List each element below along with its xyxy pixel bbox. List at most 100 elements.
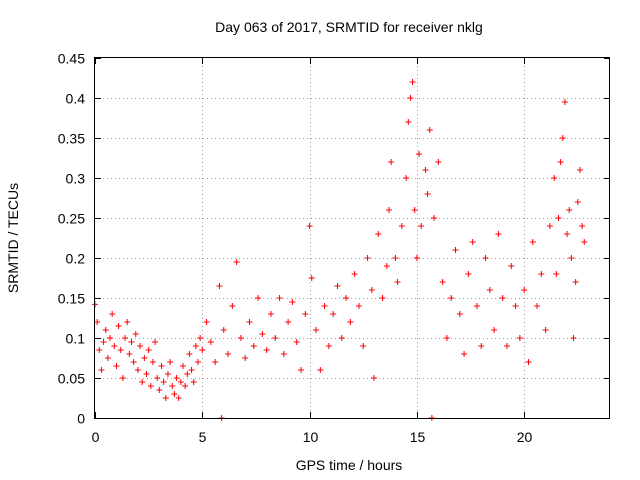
data-point: [119, 375, 126, 381]
data-point: [413, 255, 420, 261]
data-point: [225, 351, 232, 357]
y-tick-label: 0.2: [66, 251, 86, 267]
data-point: [385, 207, 392, 213]
y-tick-label: 0.05: [58, 371, 85, 387]
data-point: [272, 335, 279, 341]
data-point: [233, 259, 240, 265]
data-point: [559, 135, 566, 141]
data-point: [452, 247, 459, 253]
data-point: [188, 367, 195, 373]
x-tick-label: 10: [303, 429, 319, 445]
y-tick-label: 0.1: [66, 331, 86, 347]
data-point: [422, 167, 429, 173]
data-point: [255, 295, 262, 301]
data-point: [96, 347, 103, 353]
data-point: [156, 387, 163, 393]
data-point: [145, 347, 152, 353]
data-point: [469, 239, 476, 245]
x-axis-label: GPS time / hours: [296, 457, 403, 473]
data-point: [229, 303, 236, 309]
data-point: [392, 255, 399, 261]
data-point: [343, 295, 350, 301]
data-point: [516, 335, 523, 341]
data-point: [338, 335, 345, 341]
data-point: [184, 371, 191, 377]
data-point: [407, 95, 414, 101]
data-point: [124, 319, 131, 325]
data-point: [113, 363, 120, 369]
grid-layer: [95, 58, 610, 418]
data-point: [246, 319, 253, 325]
data-point: [154, 375, 161, 381]
data-point: [461, 351, 468, 357]
data-point: [100, 339, 107, 345]
data-point: [572, 279, 579, 285]
data-point: [149, 359, 156, 365]
data-point: [570, 335, 577, 341]
data-point: [117, 347, 124, 353]
x-tick-label: 20: [517, 429, 533, 445]
data-point: [237, 335, 244, 341]
data-point: [167, 359, 174, 365]
data-point: [104, 355, 111, 361]
data-point: [313, 327, 320, 333]
data-point: [538, 271, 545, 277]
y-tick-label: 0.45: [58, 51, 85, 67]
data-point: [325, 343, 332, 349]
data-point: [173, 375, 180, 381]
data-point: [512, 303, 519, 309]
data-point: [364, 255, 371, 261]
data-point: [426, 127, 433, 133]
data-point: [334, 283, 341, 289]
data-point: [555, 215, 562, 221]
data-point: [398, 223, 405, 229]
data-point: [473, 303, 480, 309]
data-point: [368, 287, 375, 293]
data-point: [289, 299, 296, 305]
data-point: [576, 167, 583, 173]
data-point: [347, 319, 354, 325]
data-point: [267, 311, 274, 317]
plot-frame: [94, 57, 610, 419]
data-point: [465, 271, 472, 277]
y-tick-label: 0: [77, 411, 85, 427]
data-point: [102, 327, 109, 333]
data-point: [152, 339, 159, 345]
data-point: [164, 371, 171, 377]
data-point: [308, 275, 315, 281]
data-point: [351, 271, 358, 277]
data-point: [409, 79, 416, 85]
x-tick-label: 0: [92, 429, 100, 445]
data-point: [242, 355, 249, 361]
data-point: [317, 367, 324, 373]
data-point: [177, 379, 184, 385]
data-point: [542, 327, 549, 333]
data-point: [411, 207, 418, 213]
data-point: [169, 383, 176, 389]
data-point: [199, 347, 206, 353]
data-point: [403, 175, 410, 181]
data-point: [132, 331, 139, 337]
data-point: [141, 355, 148, 361]
data-point: [147, 383, 154, 389]
data-point: [355, 303, 362, 309]
data-point: [115, 323, 122, 329]
data-point: [280, 351, 287, 357]
data-point: [418, 223, 425, 229]
data-point: [330, 311, 337, 317]
data-point: [529, 239, 536, 245]
data-point: [179, 363, 186, 369]
data-point: [564, 231, 571, 237]
y-tick-label: 0.35: [58, 131, 85, 147]
data-point: [302, 311, 309, 317]
data-point: [561, 99, 568, 105]
data-point: [435, 159, 442, 165]
data-point: [216, 283, 223, 289]
data-point: [137, 343, 144, 349]
data-point: [551, 175, 558, 181]
chart-title: Day 063 of 2017, SRMTID for receiver nkl…: [215, 19, 483, 35]
data-point: [321, 303, 328, 309]
data-point: [443, 335, 450, 341]
data-point: [491, 327, 498, 333]
